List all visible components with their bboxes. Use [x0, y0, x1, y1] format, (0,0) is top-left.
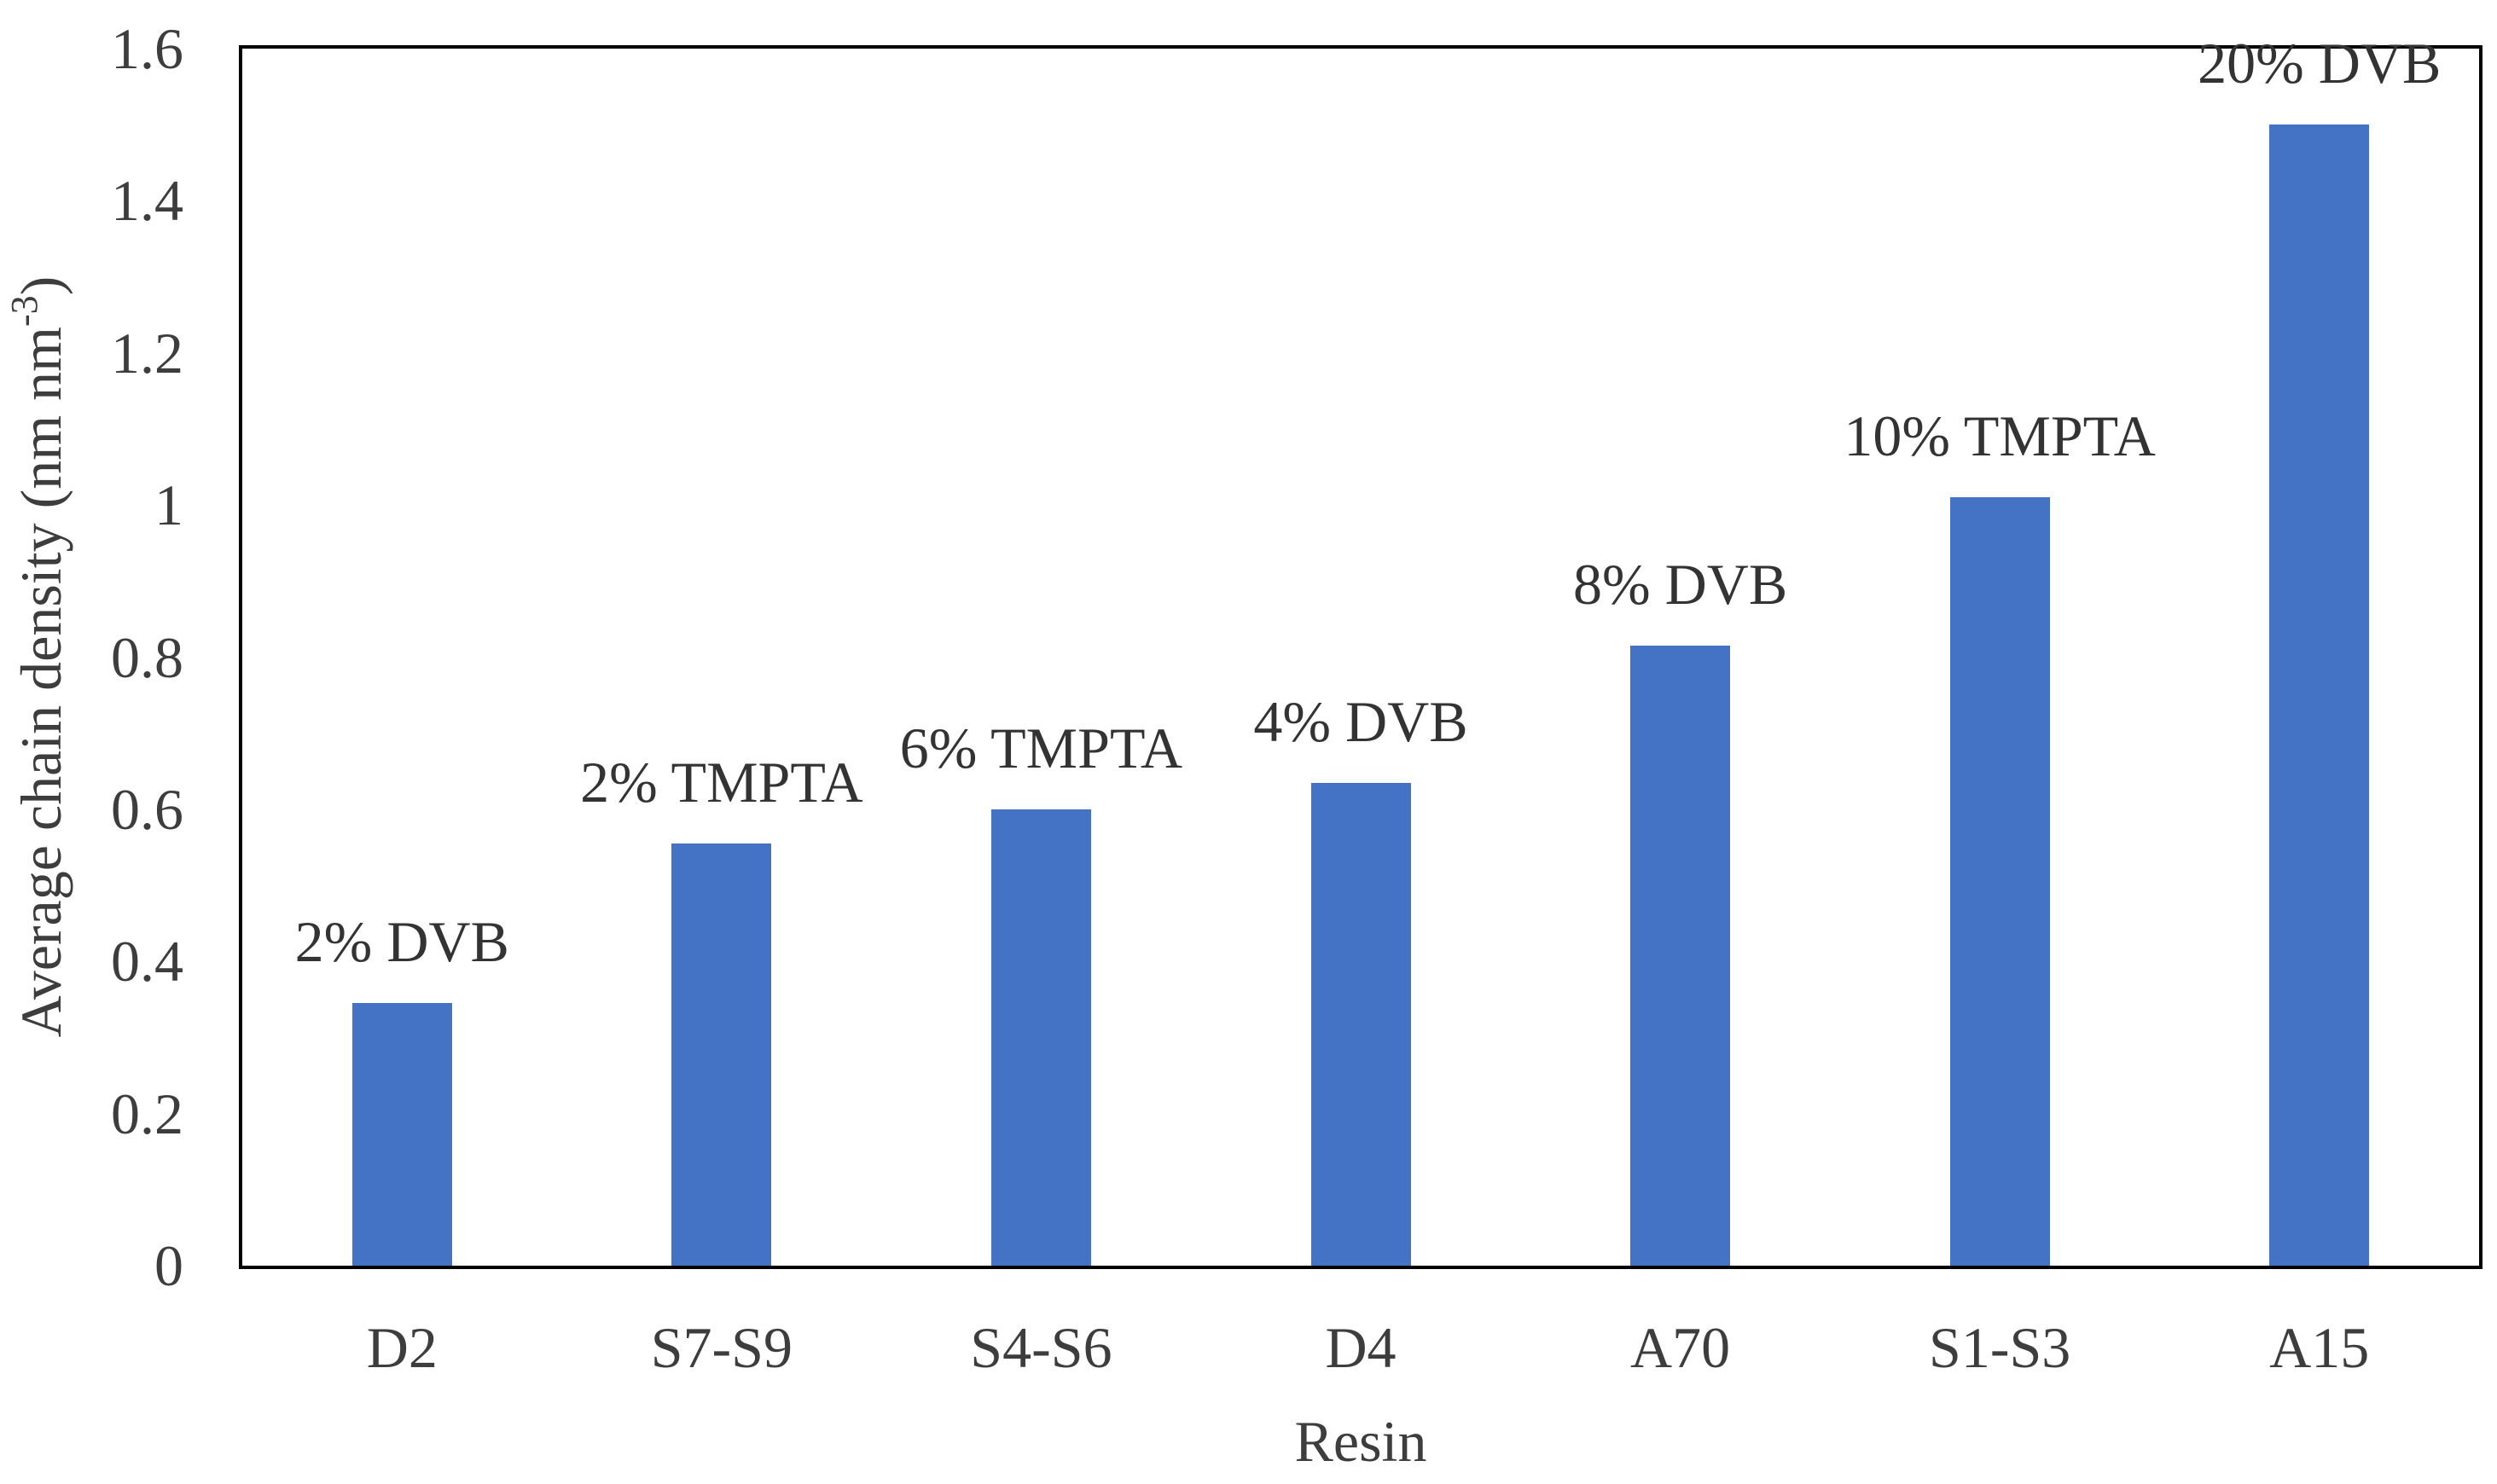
x-axis-title: Resin [1294, 1409, 1427, 1474]
bar-value-label: 4% DVB [1253, 688, 1468, 754]
bar-value-label: 20% DVB [2198, 31, 2442, 96]
y-tick-label: 0.6 [111, 776, 183, 842]
bar [990, 809, 1091, 1266]
bar-value-label: 6% TMPTA [899, 715, 1183, 780]
bar-value-label: 2% DVB [294, 909, 509, 975]
bar-value-label: 8% DVB [1572, 552, 1788, 617]
x-tick-label: S1-S3 [1929, 1315, 2071, 1380]
bar [1310, 782, 1411, 1266]
y-tick-label: 0.4 [111, 929, 183, 994]
bar [351, 1003, 452, 1266]
x-tick-label: A70 [1630, 1315, 1731, 1380]
bar-value-label: 10% TMPTA [1844, 403, 2156, 469]
bar-value-label: 2% TMPTA [580, 750, 863, 814]
x-tick-label: A15 [2269, 1315, 2370, 1380]
y-tick-label: 0.2 [111, 1081, 183, 1146]
y-tick-label: 0.8 [111, 624, 183, 690]
y-tick-label: 1.4 [111, 168, 183, 234]
y-tick-label: 1.6 [111, 16, 183, 81]
x-tick-label: S4-S6 [970, 1315, 1112, 1380]
x-tick-label: S7-S9 [650, 1315, 793, 1380]
y-tick-label: 1.2 [111, 320, 183, 385]
bar [671, 843, 772, 1266]
bar [1949, 497, 2050, 1266]
x-tick-label: D4 [1325, 1315, 1397, 1380]
x-tick-label: D2 [366, 1315, 438, 1380]
bar [2269, 125, 2370, 1266]
bar [1630, 646, 1731, 1266]
y-tick-label: 1 [154, 472, 183, 538]
y-tick-label: 0 [154, 1233, 183, 1298]
